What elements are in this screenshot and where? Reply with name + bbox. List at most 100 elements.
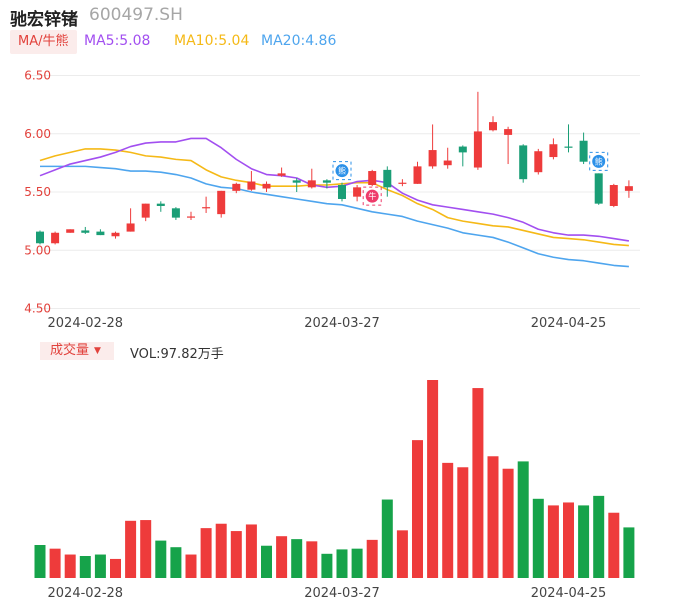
candle: [609, 183, 618, 208]
candle-body: [624, 186, 633, 191]
ma-indicator-tab[interactable]: MA/牛熊: [10, 30, 77, 54]
candle: [443, 147, 452, 169]
volume-bar: [276, 536, 288, 578]
volume-bar: [487, 456, 499, 578]
candle-body: [36, 231, 44, 244]
volume-bar: [427, 380, 439, 578]
candle: [171, 207, 180, 220]
volume-bar: [457, 467, 469, 578]
volume-bar: [200, 528, 212, 578]
candle-body: [413, 166, 422, 184]
candle: [413, 161, 422, 184]
volume-bar: [563, 502, 574, 578]
candle: [428, 124, 437, 169]
candle: [338, 182, 346, 202]
price-x-axis: 2024-02-28 2024-03-27 2024-04-25: [48, 316, 607, 331]
volume-bar: [608, 512, 620, 578]
bear-marker-icon: 熊: [332, 161, 352, 181]
candle: [504, 126, 513, 165]
volume-bar: [245, 524, 257, 578]
candle: [292, 178, 301, 192]
volume-bar: [170, 547, 182, 578]
candle-body: [217, 190, 226, 215]
candle: [111, 231, 120, 239]
volume-bar: [351, 548, 363, 578]
x-tick-label: 2024-02-28: [48, 316, 124, 331]
candle-body: [473, 131, 482, 168]
candle-body: [398, 182, 407, 184]
volume-bar: [321, 553, 333, 578]
candle: [232, 182, 241, 194]
ma20-value: MA20:4.86: [261, 33, 337, 49]
volume-bar: [110, 558, 121, 578]
x-tick-label: 2024-03-27: [304, 316, 380, 331]
candle-body: [428, 150, 437, 167]
ma10-value: MA10:5.04: [174, 33, 250, 49]
volume-bar: [64, 554, 76, 578]
volume-bar: [79, 556, 91, 578]
moving-average-lines: [39, 137, 630, 268]
candle: [624, 180, 633, 198]
candle-body: [383, 169, 392, 188]
candlestick-series: [36, 91, 633, 245]
volume-bar: [125, 520, 137, 578]
candle-body: [338, 185, 346, 199]
candle-body: [534, 151, 543, 173]
candle-body: [111, 232, 120, 237]
volume-bar: [185, 554, 197, 578]
candle: [473, 91, 482, 170]
y-tick-label: 5.50: [24, 185, 51, 199]
candle: [277, 167, 286, 177]
candle-body: [322, 180, 331, 183]
volume-bar: [34, 545, 46, 578]
candle: [549, 138, 558, 160]
volume-bar: [49, 548, 61, 578]
candle-body: [247, 181, 256, 190]
candle-body: [594, 173, 603, 204]
candle-body: [156, 203, 165, 206]
marker-frame: [332, 161, 352, 181]
candle: [262, 181, 271, 192]
candle-body: [579, 140, 588, 162]
volume-bar: [230, 531, 242, 578]
marker-dot: [592, 154, 606, 168]
stock-code: 600497.SH: [89, 5, 183, 25]
x-tick-label: 2024-03-27: [304, 586, 380, 601]
candle-body: [368, 171, 377, 186]
ma20-line: [40, 165, 629, 268]
y-tick-label: 6.50: [24, 69, 51, 83]
x-tick-label: 2024-04-25: [531, 316, 607, 331]
volume-bar: [547, 505, 559, 578]
candle: [66, 229, 75, 233]
candle: [519, 144, 528, 183]
candle: [534, 148, 543, 175]
volume-bar: [593, 495, 605, 578]
stock-name: 驰宏锌锗: [10, 10, 78, 30]
marker-label: 熊: [595, 156, 603, 166]
y-tick-label: 6.00: [24, 127, 51, 141]
ma5-line: [39, 137, 630, 242]
volume-bars: [34, 380, 635, 578]
volume-bar: [502, 468, 514, 578]
volume-tab-label: 成交量: [50, 343, 90, 358]
candle: [187, 211, 195, 220]
chevron-down-icon: ▼: [94, 346, 101, 356]
price-y-axis: 6.50 6.00 5.50 5.00 4.50: [24, 69, 51, 316]
candle: [36, 230, 44, 245]
volume-bar: [532, 498, 544, 578]
candle: [96, 229, 105, 236]
volume-indicator-tab[interactable]: 成交量 ▼: [40, 342, 114, 360]
candle: [398, 179, 407, 187]
marker-label: 牛: [368, 191, 376, 201]
volume-x-axis: 2024-02-28 2024-03-27 2024-04-25: [48, 586, 607, 601]
volume-bar: [396, 530, 408, 578]
bear-marker-icon: 熊: [589, 151, 609, 171]
candle-body: [51, 232, 60, 244]
candle: [247, 171, 256, 191]
volume-bar: [215, 523, 227, 578]
candle-body: [202, 207, 211, 209]
volume-bar: [291, 539, 303, 578]
candle-body: [171, 208, 180, 218]
candle: [579, 132, 588, 165]
